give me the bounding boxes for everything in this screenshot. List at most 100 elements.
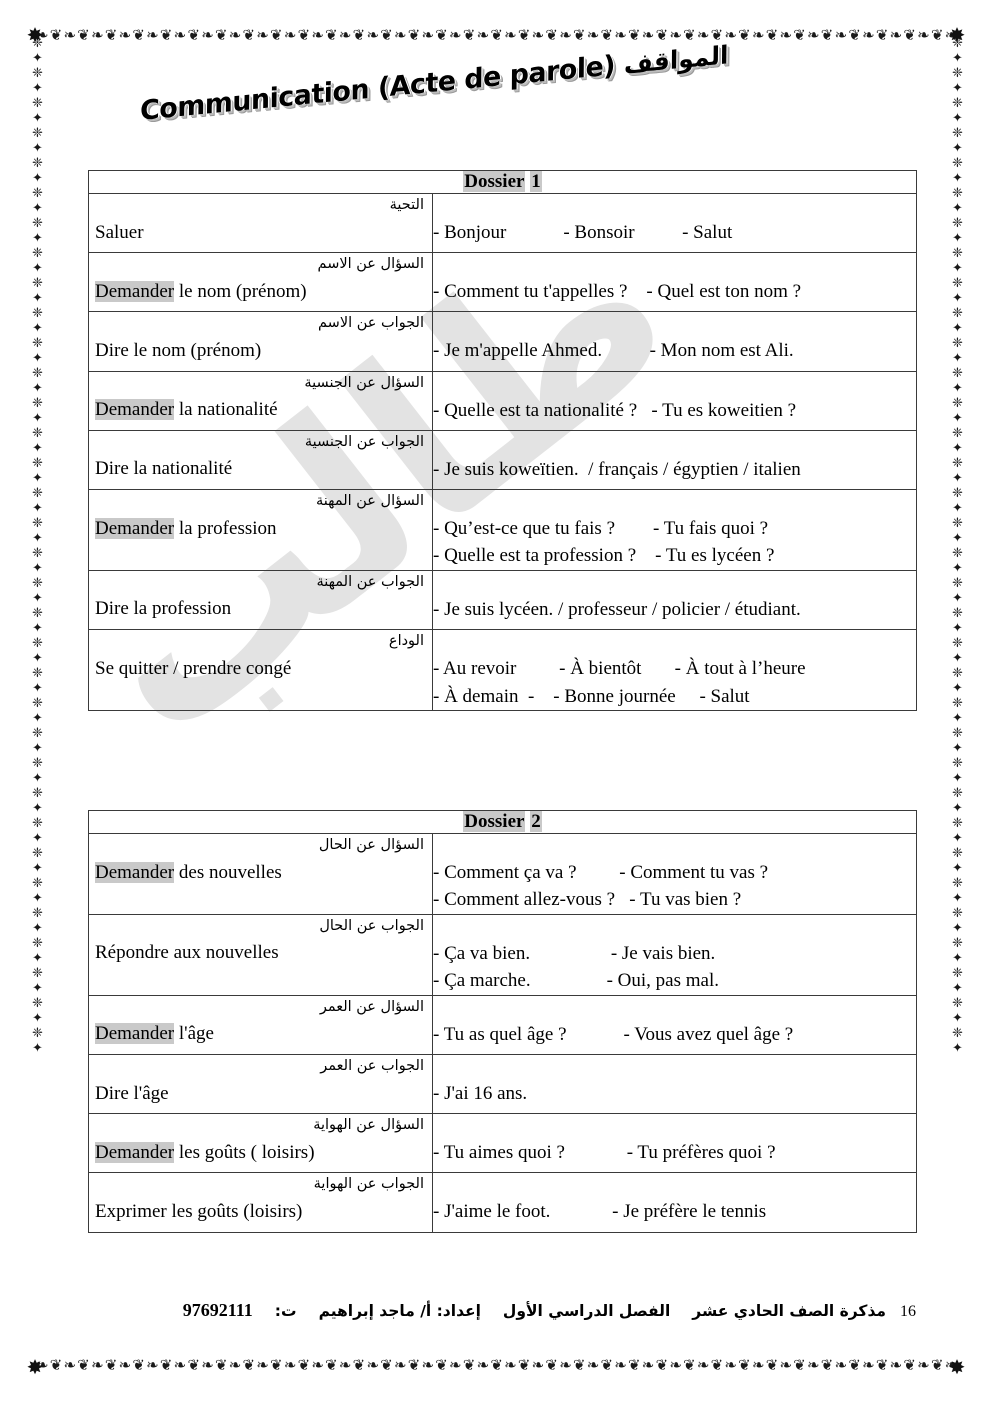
french-label: Demander la nationalité [89, 393, 432, 430]
dossier-header-number: 2 [530, 811, 542, 832]
french-label: Exprimer les goûts (loisirs) [89, 1195, 432, 1232]
dossier-2-table: Dossier 2 السؤال عن الحال Demander des nou… [88, 810, 917, 1233]
expression-line: - Ça marche. - Oui, pas mal. [433, 970, 719, 992]
dossier-2-header-cell: Dossier 2 [88, 810, 917, 834]
french-label: Demander les goûts ( loisirs) [89, 1136, 432, 1173]
expression-line: - À demain - - Bonne journée - Salut [433, 685, 750, 707]
expression-line: - Je suis lycéen. / professeur / policie… [433, 598, 801, 620]
french-label: Demander le nom (prénom) [89, 275, 432, 312]
page-title-french: Communication (Acte de parole) [140, 50, 616, 127]
french-label-text: Répondre aux nouvelles [95, 942, 279, 964]
footer-segment-1: مذكرة الصف الحادي عشر [692, 1302, 886, 1320]
french-label-text: le nom (prénom) [174, 280, 307, 302]
act-label-cell: السؤال عن العمر Demander l'âge [88, 994, 433, 1056]
expressions-cell: - Au revoir - À bientôt - À tout à l’heu… [432, 629, 917, 712]
french-label-text: Saluer [95, 221, 144, 243]
arabic-label: الجواب عن الجنسية [304, 433, 424, 450]
french-label: Demander la profession [89, 512, 432, 549]
expression-line: - Qu’est-ce que tu fais ? - Tu fais quoi… [433, 518, 769, 540]
arabic-label: الوداع [388, 633, 424, 650]
french-label-text: Dire la nationalité [95, 458, 233, 480]
arabic-label: الجواب عن الاسم [318, 315, 424, 332]
french-label-text: la profession [174, 517, 277, 539]
french-label: Se quitter / prendre congé [89, 652, 432, 689]
expressions-cell: - J'aime le foot. - Je préfère le tennis [432, 1172, 917, 1233]
arabic-label: السؤال عن الهواية [313, 1117, 424, 1134]
act-label-cell: الجواب عن الجنسية Dire la nationalité [88, 429, 433, 491]
expression-line: - Quelle est ta profession ? - Tu es lyc… [433, 545, 775, 567]
expression-line: - J'aime le foot. - Je préfère le tennis [433, 1201, 767, 1223]
act-label-cell: الوداع Se quitter / prendre congé [88, 629, 433, 712]
dossier-header-number: 1 [530, 171, 542, 192]
dossier-1-header-cell: Dossier 1 [88, 170, 917, 194]
dossier-header-word: Dossier [463, 171, 526, 192]
border-left-ornament: ❈✦❈✦❈✦❈✦❈✦❈✦❈✦❈✦❈✦❈✦❈✦❈✦❈✦❈✦❈✦❈✦❈✦❈✦❈✦❈✦… [30, 36, 44, 1056]
expression-line: - Tu as quel âge ? - Vous avez quel âge … [433, 1023, 794, 1045]
page-title: Communication (Acte de parole) المواقف [140, 40, 731, 160]
french-label: Dire l'âge [89, 1077, 432, 1114]
french-label: Dire la nationalité [89, 452, 432, 489]
act-label-cell: الجواب عن الحال Répondre aux nouvelles [88, 913, 433, 996]
border-right-ornament: ❈✦❈✦❈✦❈✦❈✦❈✦❈✦❈✦❈✦❈✦❈✦❈✦❈✦❈✦❈✦❈✦❈✦❈✦❈✦❈✦… [950, 36, 964, 1056]
expressions-cell: - Je suis koweïtien. / français / égypti… [432, 429, 917, 491]
french-label: Répondre aux nouvelles [89, 936, 432, 973]
expressions-cell: - J'ai 16 ans. [432, 1054, 917, 1115]
act-label-cell: الجواب عن العمر Dire l'âge [88, 1054, 433, 1115]
arabic-label: الجواب عن العمر [320, 1058, 424, 1075]
border-corner-top-right-icon: ✸ [948, 23, 966, 47]
table-row: الجواب عن الاسم Dire le nom (prénom) - Je … [88, 311, 917, 372]
act-label-cell: الجواب عن الاسم Dire le nom (prénom) [88, 311, 433, 372]
arabic-label: السؤال عن العمر [319, 998, 424, 1015]
border-corner-bottom-right-icon: ✸ [948, 1355, 966, 1379]
expressions-cell: - Comment tu t'appelles ? - Quel est ton… [432, 252, 917, 313]
table-row: الجواب عن المهنة Dire la profession - Je s… [88, 569, 917, 631]
footer-segment-2: الفصل الدراسي الأول [502, 1302, 671, 1320]
arabic-label: السؤال عن الاسم [317, 256, 424, 273]
table-row: السؤال عن الاسم Demander le nom (prénom) -… [88, 252, 917, 313]
expressions-cell: - Je suis lycéen. / professeur / policie… [432, 569, 917, 631]
table-row: الوداع Se quitter / prendre congé - Au rev… [88, 629, 917, 712]
table-row: الجواب عن الحال Répondre aux nouvelles - Ç… [88, 913, 917, 996]
french-label-text: Exprimer les goûts (loisirs) [95, 1200, 303, 1222]
border-bottom-ornament: ❧❦❧❦❧❦❧❦❧❦❧❦❧❦❧❦❧❦❧❦❧❦❧❦❧❦❧❦❧❦❧❦❧❦❧❦❧❦❧❦… [36, 1358, 956, 1374]
act-label-cell: السؤال عن الجنسية Demander la nationalité [88, 370, 433, 431]
french-label: Saluer [89, 216, 432, 253]
expression-line: - Tu aimes quoi ? - Tu préfères quoi ? [433, 1142, 776, 1164]
table-row: السؤال عن الجنسية Demander la nationalité… [88, 370, 917, 431]
expression-line: - Comment allez-vous ? - Tu vas bien ? [433, 889, 742, 911]
expression-line: - Ça va bien. - Je vais bien. [433, 942, 716, 964]
french-label-text: des nouvelles [174, 861, 282, 883]
french-label: Demander l'âge [89, 1017, 432, 1054]
french-label-highlight: Demander [95, 280, 175, 302]
dossier-2-body: Dossier 2 السؤال عن الحال Demander des nou… [88, 810, 917, 1233]
expressions-cell: - Ça va bien. - Je vais bien. - Ça marche… [432, 913, 917, 996]
expressions-cell: - Quelle est ta nationalité ? - Tu es ko… [432, 370, 917, 431]
arabic-label: السؤال عن الحال [318, 837, 424, 853]
expression-line: - Quelle est ta nationalité ? - Tu es ko… [433, 399, 797, 421]
expression-line: - Comment ça va ? - Comment tu vas ? [433, 862, 769, 883]
expressions-cell: - Tu aimes quoi ? - Tu préfères quoi ? [432, 1113, 917, 1174]
expression-line: - Bonjour - Bonsoir - Salut [433, 222, 733, 243]
arabic-label: الجواب عن المهنة [316, 573, 424, 590]
french-label: Dire la profession [89, 592, 432, 629]
french-label: Dire le nom (prénom) [89, 334, 432, 371]
french-label-highlight: Demander [95, 1023, 175, 1045]
act-label-cell: السؤال عن الحال Demander des nouvelles [88, 833, 433, 915]
french-label-highlight: Demander [95, 399, 175, 421]
expressions-cell: - Comment ça va ? - Comment tu vas ? - Co… [432, 833, 917, 915]
expression-line: - Je suis koweïtien. / français / égypti… [433, 458, 801, 480]
french-label-text: Se quitter / prendre congé [95, 657, 292, 679]
french-label-text: Dire la profession [95, 598, 232, 620]
page-title-text: Communication (Acte de parole) المواقف [140, 39, 729, 127]
expressions-cell: - Tu as quel âge ? - Vous avez quel âge … [432, 994, 917, 1056]
table-row: الجواب عن العمر Dire l'âge - J'ai 16 ans. [88, 1054, 917, 1115]
expressions-cell: - Qu’est-ce que tu fais ? - Tu fais quoi… [432, 489, 917, 571]
arabic-label: التحية [389, 197, 424, 213]
footer-tel-number: 97692111 [182, 1300, 253, 1320]
table-row: السؤال عن الحال Demander des nouvelles - C… [88, 833, 917, 915]
arabic-label: السؤال عن الجنسية [304, 374, 424, 391]
dossier-1-table: Dossier 1 التحية Saluer - Bonjour - Bonsoir… [88, 170, 917, 712]
french-label-highlight: Demander [95, 1141, 175, 1163]
french-label-text: la nationalité [174, 399, 278, 421]
